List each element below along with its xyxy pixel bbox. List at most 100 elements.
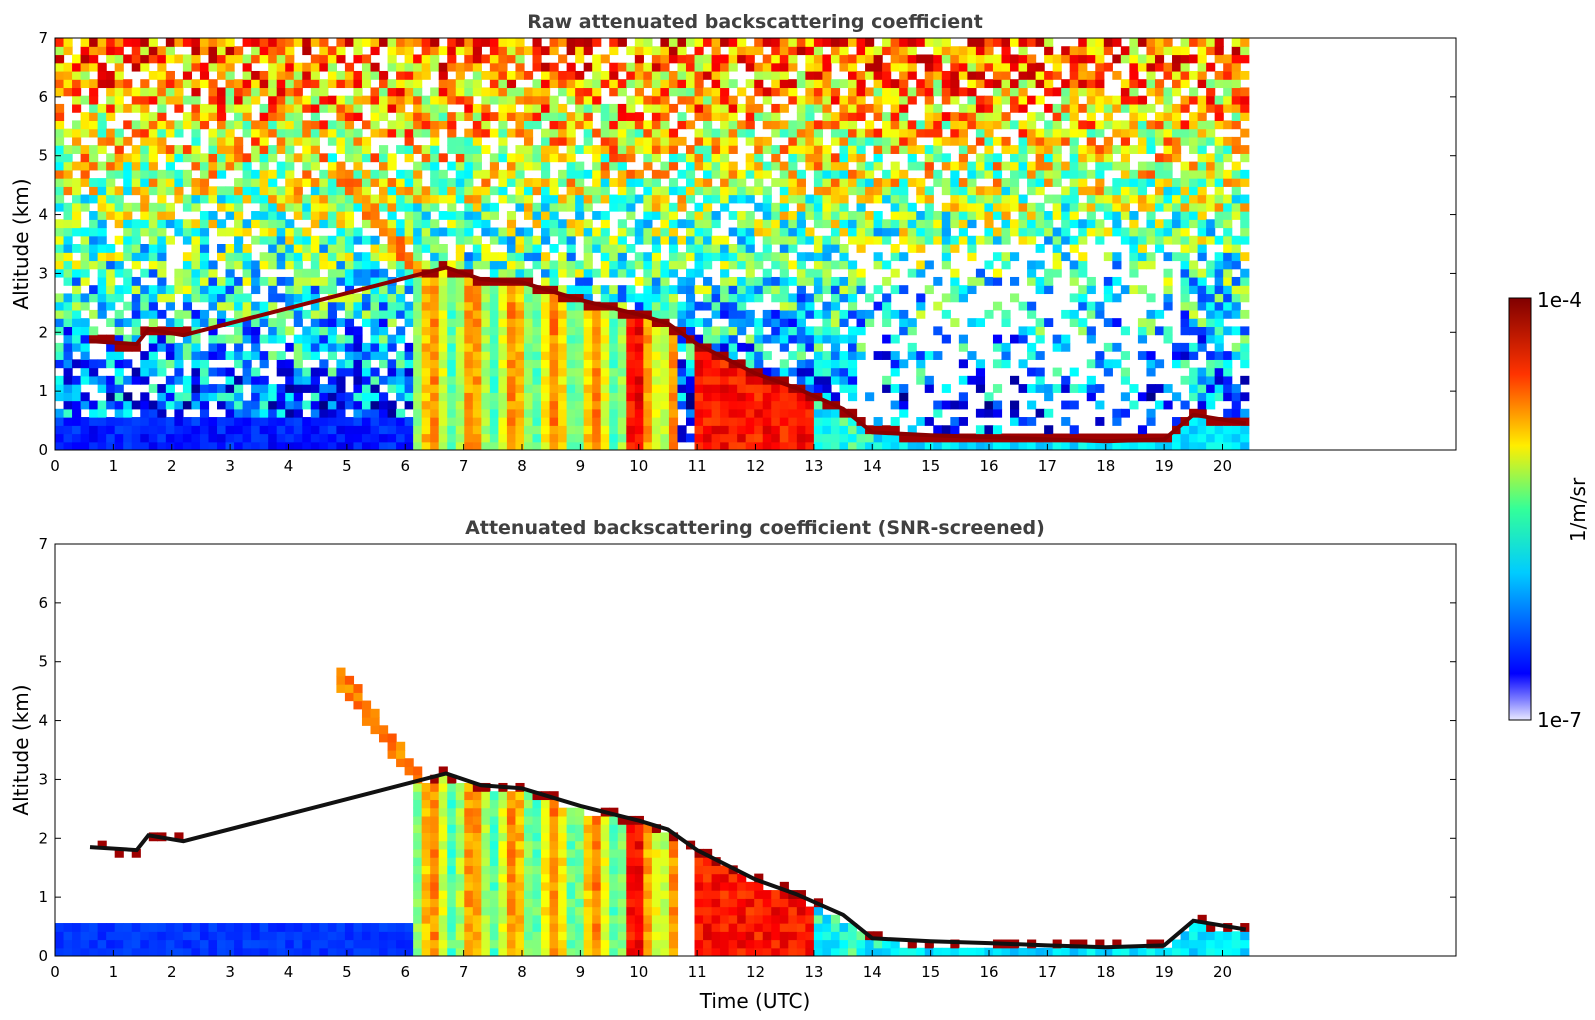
heatmap-cell bbox=[157, 186, 167, 196]
heatmap-cell bbox=[583, 79, 593, 89]
heatmap-cell bbox=[251, 153, 261, 163]
heatmap-cell bbox=[182, 351, 193, 360]
heatmap-cell bbox=[796, 194, 806, 204]
heatmap-cell bbox=[472, 211, 482, 220]
heatmap-cell bbox=[114, 186, 124, 196]
heatmap-cell bbox=[447, 268, 457, 278]
heatmap-cell bbox=[882, 46, 892, 56]
heatmap-cell bbox=[310, 285, 320, 295]
chart-title: Raw attenuated backscattering coefficien… bbox=[527, 11, 983, 33]
heatmap-cell bbox=[515, 128, 525, 138]
heatmap-cell bbox=[327, 375, 337, 385]
heatmap-cell bbox=[890, 384, 900, 393]
heatmap-cell bbox=[975, 70, 986, 80]
heatmap-cell bbox=[361, 400, 372, 410]
heatmap-cell bbox=[694, 79, 704, 89]
heatmap-cell bbox=[447, 211, 457, 220]
heatmap-cell bbox=[745, 441, 755, 450]
heatmap-cell bbox=[848, 326, 858, 336]
heatmap-cell bbox=[438, 95, 448, 105]
heatmap-cell bbox=[583, 194, 593, 204]
heatmap-cell bbox=[822, 260, 832, 270]
heatmap-cell bbox=[489, 417, 499, 426]
heatmap-cell bbox=[865, 46, 875, 56]
heatmap-cell bbox=[958, 342, 968, 352]
heatmap-cell bbox=[558, 136, 568, 146]
heatmap-cell bbox=[80, 244, 90, 253]
heatmap-cell bbox=[728, 128, 738, 138]
heatmap-cell bbox=[600, 219, 610, 229]
heatmap-cell bbox=[933, 219, 943, 229]
heatmap-cell bbox=[975, 425, 986, 435]
heatmap-cell bbox=[276, 293, 286, 303]
heatmap-cell bbox=[634, 367, 644, 377]
heatmap-cell bbox=[455, 309, 465, 319]
heatmap-cell bbox=[566, 408, 576, 418]
heatmap-cell bbox=[685, 384, 696, 393]
heatmap-cell bbox=[1061, 54, 1071, 64]
heatmap-cell bbox=[327, 408, 337, 418]
heatmap-cell bbox=[592, 309, 602, 319]
heatmap-cell bbox=[464, 326, 474, 336]
heatmap-cell bbox=[660, 219, 670, 229]
heatmap-cell bbox=[140, 136, 150, 146]
heatmap-cell bbox=[319, 342, 329, 352]
heatmap-cell bbox=[481, 112, 491, 121]
heatmap-cell bbox=[63, 293, 73, 303]
heatmap-cell bbox=[438, 62, 448, 72]
heatmap-cell bbox=[157, 128, 167, 138]
heatmap-cell bbox=[1069, 400, 1079, 410]
heatmap-cell bbox=[754, 145, 764, 154]
heatmap-cell bbox=[97, 276, 107, 286]
heatmap-cell bbox=[182, 202, 193, 212]
heatmap-cell bbox=[447, 227, 457, 237]
heatmap-cell bbox=[336, 38, 346, 47]
heatmap-cell bbox=[856, 219, 866, 229]
heatmap-cell bbox=[438, 70, 448, 80]
heatmap-cell bbox=[916, 244, 926, 253]
heatmap-cell bbox=[157, 408, 167, 418]
heatmap-cell bbox=[967, 79, 977, 89]
heatmap-cell bbox=[541, 194, 551, 204]
heatmap-cell bbox=[310, 194, 320, 204]
heatmap-cell bbox=[421, 244, 431, 253]
heatmap-cell bbox=[1120, 326, 1130, 336]
heatmap-cell bbox=[361, 293, 372, 303]
heatmap-cell bbox=[984, 400, 994, 410]
heatmap-cell bbox=[421, 441, 431, 450]
heatmap-cell bbox=[293, 285, 303, 295]
heatmap-cell bbox=[839, 186, 849, 196]
heatmap-cell bbox=[737, 252, 747, 262]
heatmap-cell bbox=[685, 227, 696, 237]
heatmap-cell bbox=[285, 244, 295, 253]
heatmap-cell bbox=[455, 219, 465, 229]
heatmap-cell bbox=[975, 235, 986, 245]
heatmap-cell bbox=[310, 38, 320, 47]
heatmap-cell bbox=[276, 326, 286, 336]
heatmap-cell bbox=[617, 186, 627, 196]
heatmap-cell bbox=[720, 54, 730, 64]
heatmap-cell bbox=[549, 260, 559, 270]
heatmap-cell bbox=[643, 425, 653, 435]
heatmap-cell bbox=[481, 417, 491, 426]
heatmap-cell bbox=[489, 375, 499, 385]
heatmap-cell bbox=[660, 425, 670, 435]
heatmap-cell bbox=[779, 408, 789, 418]
heatmap-cell bbox=[796, 417, 806, 426]
heatmap-cell bbox=[668, 400, 679, 410]
heatmap-cell bbox=[498, 103, 508, 113]
heatmap-cell bbox=[703, 285, 713, 295]
heatmap-cell bbox=[651, 46, 662, 56]
heatmap-cell bbox=[293, 112, 303, 121]
heatmap-cell bbox=[396, 62, 406, 72]
heatmap-cell bbox=[165, 351, 175, 360]
heatmap-cell bbox=[771, 120, 781, 130]
heatmap-cell bbox=[455, 194, 465, 204]
heatmap-cell bbox=[370, 367, 380, 377]
heatmap-cell bbox=[319, 318, 329, 327]
heatmap-cell bbox=[1120, 211, 1130, 220]
heatmap-cell bbox=[1086, 103, 1096, 113]
heatmap-cell bbox=[396, 268, 406, 278]
heatmap-cell bbox=[293, 62, 303, 72]
heatmap-cell bbox=[447, 145, 457, 154]
